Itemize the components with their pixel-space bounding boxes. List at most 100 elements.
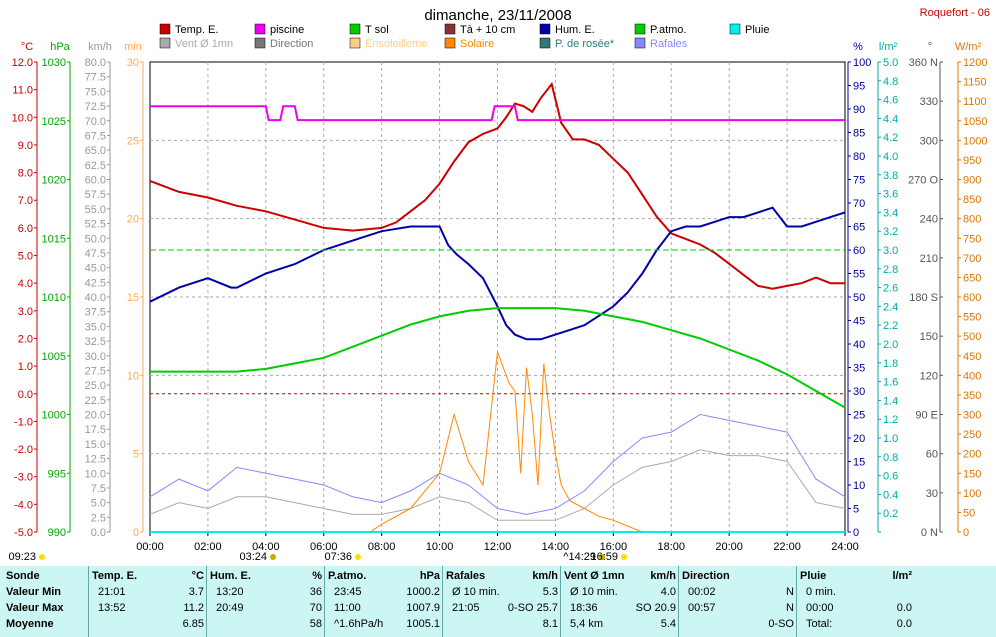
right-axis-label: 210 (920, 253, 938, 265)
legend-swatch (159, 37, 171, 49)
weather-chart: dimanche, 23/11/2008 Roquefort - 06 °C -5.0… (8, 7, 990, 563)
event-time: 07:36 (324, 551, 352, 563)
right-axis-label: 3.6 (883, 189, 898, 201)
right-axis-label: 1100 (963, 96, 987, 108)
right-axis-label: 150 (920, 331, 938, 343)
right-axis-unit: W/m² (955, 41, 982, 53)
left-axis-label: 70.0 (85, 116, 106, 128)
left-axis-label: 55.0 (85, 204, 106, 216)
right-axis-label: 2.2 (883, 320, 898, 332)
legend-label: T sol (365, 24, 389, 36)
right-axis-label: 2.0 (883, 339, 898, 351)
chart-title: dimanche, 23/11/2008 (424, 7, 571, 24)
event-time: 03:24 (239, 551, 267, 563)
summary-header: Direction (682, 570, 730, 582)
x-axis-label: 10:00 (426, 541, 454, 553)
x-axis-label: 02:00 (194, 541, 222, 553)
right-axis-label: 150 (963, 468, 981, 480)
legend-label: Temp. E. (175, 24, 218, 36)
summary-cell-time: 21:01 (98, 586, 126, 598)
summary-header: Hum. E. (210, 570, 251, 582)
right-axis-label: 35 (853, 363, 865, 375)
summary-cell-value: 0-SO (768, 618, 794, 630)
series-line-vent-1mn (149, 449, 846, 521)
left-axis-label: -5.0 (14, 527, 33, 539)
event-marker-icon (599, 554, 605, 560)
summary-cell-value: 4.0 (660, 586, 676, 598)
summary-cell-time: 11:00 (334, 602, 361, 614)
left-axis-label: 77.5 (85, 72, 106, 84)
right-axis-label: 0.8 (883, 452, 898, 464)
right-axis-label: 70 (853, 198, 865, 210)
right-axis-label: 550 (963, 312, 981, 324)
legend-swatch (159, 23, 171, 35)
left-axis-unit: hPa (50, 41, 70, 53)
right-axis-unit: ° (928, 41, 932, 53)
right-axis-label: 95 (853, 81, 865, 93)
x-axis-label: 20:00 (715, 541, 743, 553)
left-axis-label: 1000 (42, 410, 66, 422)
left-axis-label: 10 (127, 370, 139, 382)
right-axis-label: 80 (853, 151, 865, 163)
left-axis-label: 20 (127, 214, 139, 226)
summary-header-unit: °C (191, 570, 204, 582)
right-axis-label: 180 S (909, 292, 938, 304)
right-axis-label: 5.0 (883, 57, 898, 69)
event-marker-icon (39, 554, 45, 560)
x-axis-label: 12:00 (484, 541, 512, 553)
legend-label: Vent Ø 1mn (175, 38, 233, 50)
summary-table: Sonde Valeur Min Valeur Max Moyenne Temp. E.… (0, 566, 996, 637)
summary-header: Rafales (446, 570, 486, 582)
left-axis-label: 40.0 (85, 292, 106, 304)
right-axis-label: 750 (963, 233, 981, 245)
right-axis-unit: l/m² (879, 41, 898, 53)
summary-header-unit: km/h (532, 570, 558, 582)
legend-swatch (444, 37, 456, 49)
summary-cell-time: 00:02 (688, 586, 716, 598)
left-axis-label: 11.0 (12, 85, 33, 97)
summary-row-label: Valeur Min (6, 586, 62, 598)
right-axis-label: 60 (853, 245, 865, 257)
legend-label: P.atmo. (650, 24, 687, 36)
legend-label: Ensoleilleme (365, 38, 427, 50)
right-axis-label: 400 (963, 370, 981, 382)
summary-cell-value: 70 (309, 602, 322, 614)
left-axis-label: 15.0 (85, 439, 106, 451)
left-axis-label: 30.0 (85, 351, 106, 363)
right-axis-label: 1200 (963, 57, 987, 69)
right-axis-label: 90 E (915, 410, 938, 422)
summary-cell-value: SO 20.9 (635, 602, 676, 614)
left-axis-unit: °C (21, 41, 33, 53)
right-axis-label: 4.6 (883, 95, 898, 107)
left-axis-label: 52.5 (85, 219, 106, 231)
right-axis-label: 10 (853, 480, 865, 492)
column-separator (560, 566, 561, 637)
right-axis-label: 4.4 (883, 113, 898, 125)
right-axis-label: 950 (963, 155, 981, 167)
left-axis-label: 3.0 (18, 306, 33, 318)
summary-cell-value: 1000.2 (406, 586, 440, 598)
left-axis-label: 5 (133, 449, 139, 461)
summary-header-unit: km/h (650, 570, 676, 582)
x-axis-label: 00:00 (136, 541, 164, 553)
left-axis-label: 1.0 (18, 361, 33, 373)
left-axis-label: 5.0 (91, 498, 106, 510)
left-axis-label: 32.5 (85, 336, 106, 348)
summary-header-unit: l/m² (892, 570, 912, 582)
legend-label: Direction (270, 38, 313, 50)
left-axis-label: 50.0 (85, 233, 106, 245)
legend-label: Pluie (745, 24, 769, 36)
summary-cell-time: Total: (806, 618, 833, 630)
left-axis-label: 80.0 (85, 57, 106, 69)
series-line-temp-e- (149, 81, 845, 290)
left-axis-label: 47.5 (85, 248, 106, 260)
x-axis-label: 16:00 (600, 541, 628, 553)
summary-cell-value: N (786, 602, 794, 614)
summary-cell-value: 3.7 (188, 586, 204, 598)
right-axis-label: 5 (853, 504, 859, 516)
legend-swatch (634, 37, 646, 49)
right-axis-label: 0.2 (883, 508, 898, 520)
summary-cell-time: 21:05 (452, 602, 480, 614)
right-axis-label: 3.0 (883, 245, 898, 257)
summary-header: Temp. E. (92, 570, 138, 582)
